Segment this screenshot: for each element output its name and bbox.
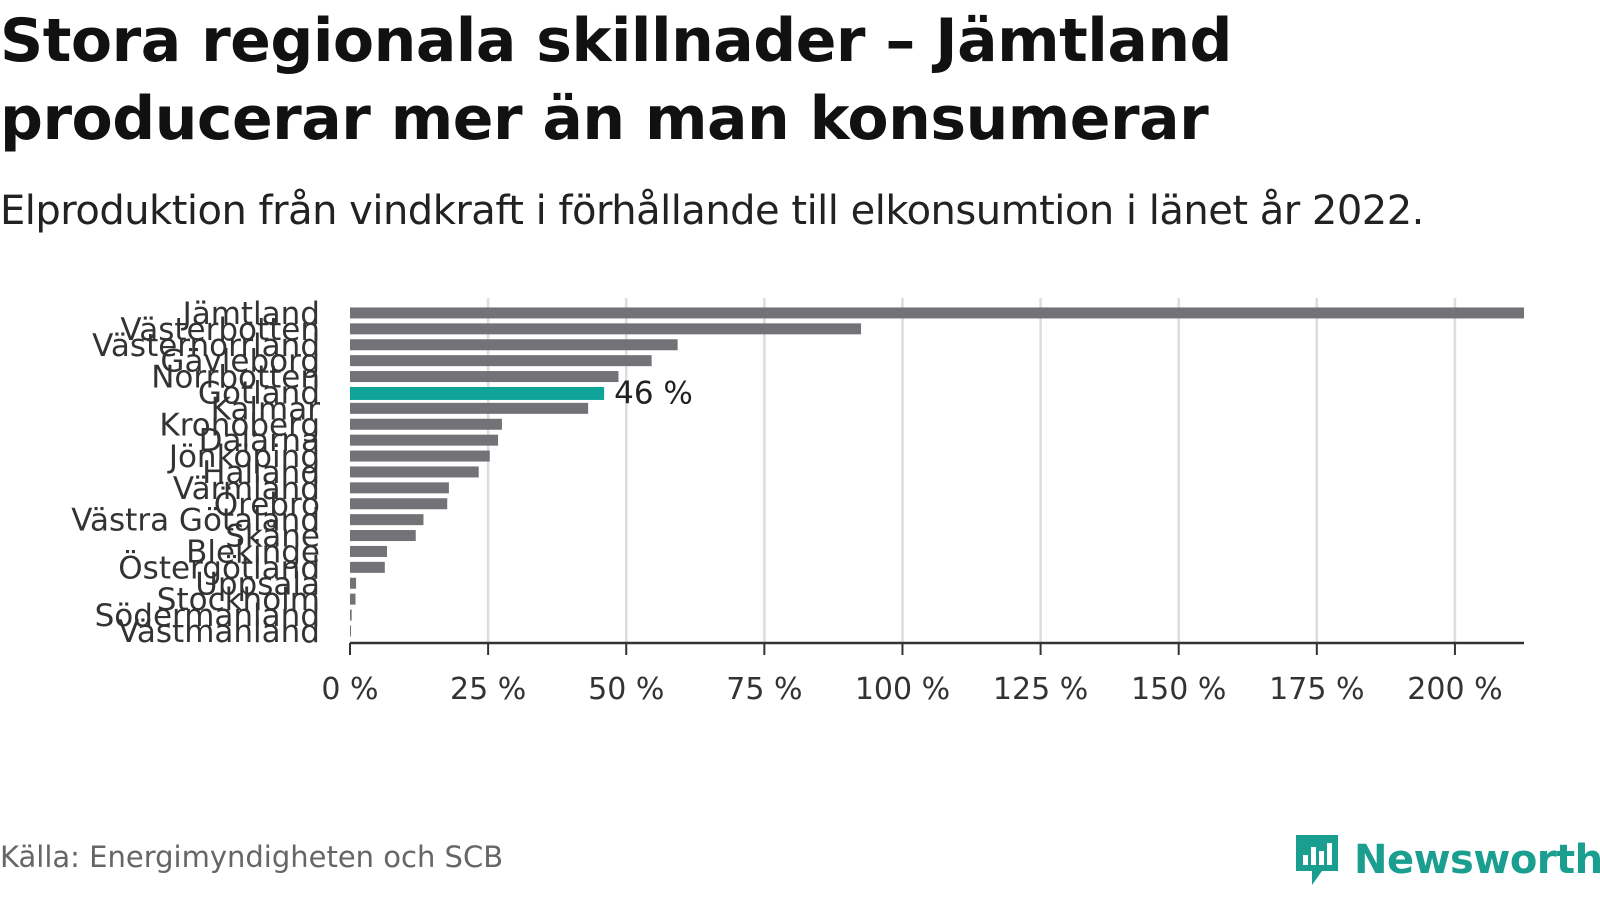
category-label: Stockholm [157, 582, 320, 618]
x-tick-label: 50 % [588, 672, 664, 707]
bar [350, 355, 652, 367]
category-label: Halland [202, 455, 320, 491]
bar [350, 482, 449, 494]
category-label: Skåne [225, 519, 320, 555]
x-tick-label: 150 % [1131, 672, 1226, 707]
x-tick-label: 125 % [993, 672, 1088, 707]
newsworthy-logo-icon [1296, 835, 1338, 885]
category-label: Uppsala [195, 566, 320, 602]
bar [350, 323, 862, 335]
category-label: Södermanland [95, 598, 320, 634]
bar [350, 593, 356, 605]
x-tick-label: 200 % [1407, 672, 1502, 707]
bar [350, 609, 352, 621]
x-tick-label: 100 % [855, 672, 950, 707]
category-label: Dalarna [199, 423, 320, 459]
data-label: 46 % [614, 375, 693, 411]
bar [350, 530, 416, 542]
bar [350, 498, 448, 510]
x-tick-label: 175 % [1269, 672, 1364, 707]
x-axis: 0 % 25 % 50 % 75 % 100 % 125 % 150 % 175 % 200 % [321, 641, 1524, 707]
bar [350, 466, 479, 478]
bar [350, 339, 678, 351]
category-label: Blekinge [186, 534, 320, 570]
bar [350, 545, 388, 557]
category-label: Gävleborg [160, 344, 320, 380]
category-label: Örebro [214, 486, 320, 523]
category-label: Jönköping [167, 439, 320, 475]
bar [350, 514, 424, 526]
x-tick-label: 75 % [726, 672, 802, 707]
bar [350, 418, 502, 430]
bar [350, 450, 490, 462]
category-label: Västmanland [118, 614, 320, 650]
category-label: Jämtland [181, 296, 320, 332]
category-label: Västerbotten [120, 312, 320, 348]
bar [350, 371, 619, 383]
category-label: Östergötland [118, 549, 320, 586]
category-label: Kalmar [211, 391, 321, 427]
bar [350, 307, 1524, 319]
category-label: Västernorrland [92, 328, 320, 364]
chart-title: Stora regionala skillnader – Jämtland pr… [0, 6, 1233, 154]
x-tick-label: 25 % [450, 672, 526, 707]
category-label: Norrbotten [151, 360, 320, 396]
category-labels: JämtlandVästerbottenVästernorrlandGävleb… [71, 296, 693, 650]
bar [350, 577, 357, 589]
bar [350, 625, 351, 637]
bar [350, 402, 589, 414]
x-tick-label: 0 % [321, 672, 378, 707]
bar [350, 386, 605, 400]
chart-subtitle: Elproduktion från vindkraft i förhålland… [0, 188, 1424, 234]
newsworthy-logo: Newsworthy [1292, 830, 1600, 890]
category-label: Västra Götaland [71, 503, 320, 539]
category-label: Värmland [173, 471, 320, 507]
bar [350, 434, 499, 446]
source-note: Källa: Energimyndigheten och SCB [0, 840, 504, 874]
bar [350, 561, 385, 573]
bars [350, 307, 1524, 637]
category-label: Gotland [198, 375, 320, 411]
logo-text: Newsworthy [1354, 837, 1600, 883]
category-label: Kronoberg [159, 407, 320, 443]
